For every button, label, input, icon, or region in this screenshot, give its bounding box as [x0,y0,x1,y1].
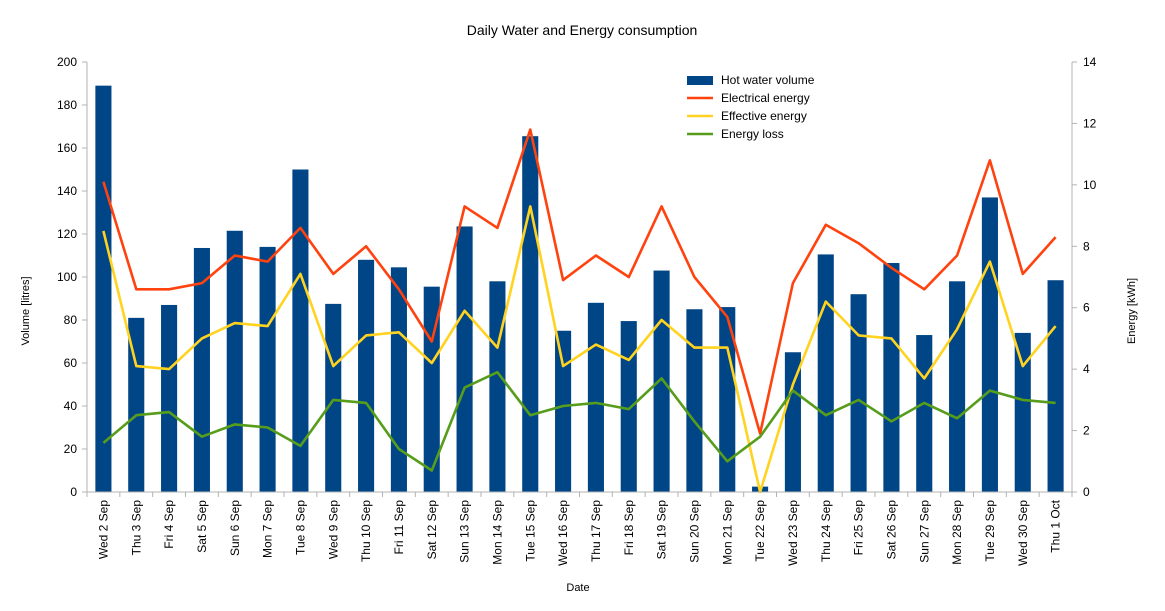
bar [259,246,276,492]
x-tick-label: Tue 22 Sep [753,500,767,562]
bar [916,335,933,492]
x-tick-label: Fri 11 Sep [392,500,406,555]
y-tick-label-left: 0 [70,485,77,499]
bar [981,197,998,492]
y-tick-label-left: 80 [64,313,78,327]
x-tick-label: Mon 7 Sep [261,500,275,558]
chart-title: Daily Water and Energy consumption [467,22,698,38]
y-tick-label-left: 160 [57,141,77,155]
x-tick-label: Thu 24 Sep [819,500,833,562]
series-line [102,205,1057,494]
x-tick-label: Fri 25 Sep [852,500,866,556]
bar [555,330,572,492]
y-ticks-left: 0 20 40 60 80 100 120 140 160 180 200 [57,55,87,499]
y-tick-label-left: 40 [64,399,78,413]
x-tick-label: Sat 26 Sep [884,500,898,560]
bar [456,226,473,492]
x-tick-label: Fri 4 Sep [162,500,176,549]
x-tick-label: Mon 28 Sep [950,500,964,565]
bar [95,85,112,493]
bar [226,230,243,492]
series-line [102,370,1056,472]
x-tick-label: Mon 21 Sep [720,500,734,565]
y-tick-label-left: 200 [57,55,77,69]
bar [128,317,145,492]
bar [1014,332,1031,492]
y-tick-label-left: 140 [57,184,77,198]
bar [489,281,506,492]
x-tick-label: Wed 16 Sep [556,500,570,566]
series-line [102,128,1057,435]
x-tick-label: Sun 6 Sep [228,500,242,556]
bar [325,303,342,492]
x-tick-label: Thu 1 Oct [1049,499,1063,552]
x-tick-label: Thu 17 Sep [589,500,603,562]
y-axis-left-label: Volume [litres] [20,276,32,345]
bar [817,254,834,492]
y-tick-label-right: 10 [1083,178,1097,192]
y-tick-label-left: 60 [64,356,78,370]
x-axis-label: Date [566,582,589,594]
bar [850,294,867,492]
x-tick-label: Fri 18 Sep [622,500,636,556]
y-ticks-right: 0 2 4 6 8 10 12 14 [1072,55,1097,499]
y-tick-label-left: 180 [57,98,77,112]
line-series [102,128,1057,494]
x-tick-label: Sat 19 Sep [655,500,669,560]
legend-label: Energy loss [721,127,784,141]
x-tick-label: Tue 29 Sep [983,500,997,562]
bar [784,352,801,492]
y-tick-label-left: 20 [64,442,78,456]
x-tick-label: Sat 5 Sep [195,500,209,553]
x-tick-label: Wed 30 Sep [1016,500,1030,566]
bar [587,302,604,492]
bar [719,307,736,492]
y-tick-label-left: 100 [57,270,77,284]
bar [161,304,178,492]
bar [653,270,670,492]
x-tick-label: Tue 15 Sep [523,500,537,562]
y-tick-label-right: 8 [1083,239,1090,253]
legend-label: Hot water volume [721,73,815,87]
x-tick-label: Sun 13 Sep [458,500,472,563]
y-tick-label-right: 4 [1083,362,1090,376]
x-tick-label: Sat 12 Sep [425,500,439,560]
bar [358,259,375,492]
y-tick-label-right: 0 [1083,485,1090,499]
bar [292,169,309,492]
legend-label: Effective energy [721,109,807,123]
x-tick-label: Sun 20 Sep [687,500,701,563]
bar [1047,280,1064,492]
bar [423,286,440,492]
legend: Hot water volume Electrical energy Effecti… [681,71,831,147]
x-tick-label: Thu 10 Sep [359,500,373,562]
y-tick-label-left: 120 [57,227,77,241]
y-axis-right-label: Energy [kWh] [1126,278,1138,344]
x-tick-label: Thu 3 Sep [129,500,143,556]
x-tick-label: Sun 27 Sep [917,500,931,563]
bar [949,281,966,492]
bar [883,263,900,492]
x-ticks: Wed 2 Sep Thu 3 Sep Fri 4 Sep Sat 5 Sep Sun … [86,492,1073,566]
bar [686,309,703,492]
bar [620,321,637,492]
legend-label: Electrical energy [721,91,810,105]
bar [522,136,539,493]
y-tick-label-right: 6 [1083,301,1090,315]
x-tick-label: Wed 9 Sep [326,500,340,559]
y-tick-label-right: 12 [1083,116,1097,130]
bar [193,247,210,492]
bar [390,267,407,492]
y-tick-label-right: 2 [1083,424,1090,438]
x-tick-label: Mon 14 Sep [490,500,504,565]
legend-swatch [687,76,713,85]
y-tick-label-right: 14 [1083,55,1097,69]
x-tick-label: Wed 2 Sep [96,500,110,559]
x-tick-label: Wed 23 Sep [786,500,800,566]
x-tick-label: Tue 8 Sep [293,500,307,555]
